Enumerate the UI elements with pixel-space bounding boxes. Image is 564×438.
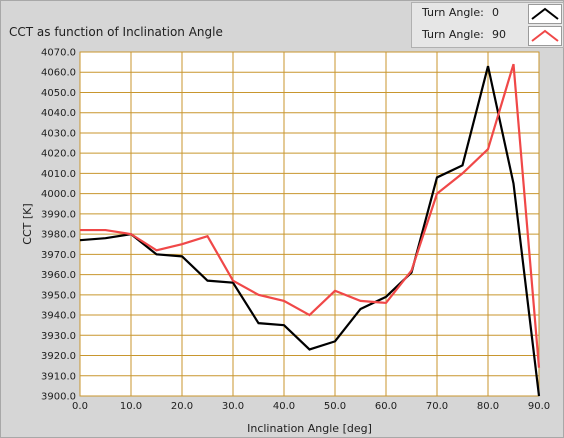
series-line-1 [80,63,541,368]
legend: Turn Angle: 0 Turn Angle: 90 [411,2,564,48]
tick-labels: 0.0 10.0 20.0 30.0 40.0 50.0 60.0 70.0 80.0 90.0 3… [41,48,550,413]
series-line-0 [79,65,541,397]
y-tick-label: 4020.0 [41,149,76,160]
legend-swatch-1[interactable] [528,26,562,46]
y-tick-label: 4060.0 [41,68,76,79]
y-tick-label: 3940.0 [41,311,76,322]
y-tick-label: 3950.0 [41,290,76,301]
legend-row-0[interactable]: Turn Angle: 0 [412,3,563,25]
y-tick-label: 3980.0 [41,230,76,241]
x-tick-label: 60.0 [375,401,397,412]
y-tick-label: 3990.0 [41,209,76,220]
legend-value: 90 [492,28,506,41]
x-tick-label: 90.0 [528,401,550,412]
y-tick-label: 4050.0 [41,88,76,99]
y-tick-label: 3960.0 [41,270,76,281]
legend-swatch-0[interactable] [528,4,562,24]
plot-background [79,51,540,397]
x-tick-label: 50.0 [324,401,346,412]
line-sample-icon [531,7,559,20]
y-tick-label: 4010.0 [41,169,76,180]
x-tick-label: 0.0 [72,401,88,412]
x-tick-label: 10.0 [120,401,142,412]
line-sample-icon [531,29,559,42]
x-tick-label: 40.0 [273,401,295,412]
legend-value: 0 [492,6,499,19]
y-tick-label: 3910.0 [41,371,76,382]
x-tick-label: 80.0 [477,401,499,412]
x-axis-label: Inclination Angle [deg] [247,422,372,435]
y-tick-label: 3970.0 [41,250,76,261]
x-tick-label: 70.0 [426,401,448,412]
x-tick-label: 20.0 [171,401,193,412]
chart-title: CCT as function of Inclination Angle [9,25,223,39]
y-tick-label: 4070.0 [41,48,76,59]
legend-label: Turn Angle: [422,28,484,41]
y-tick-label: 4040.0 [41,108,76,119]
y-tick-label: 3930.0 [41,331,76,342]
y-axis-label: CCT [K] [21,203,34,244]
legend-label: Turn Angle: [422,6,484,19]
y-tick-label: 4030.0 [41,128,76,139]
legend-row-1[interactable]: Turn Angle: 90 [412,25,563,47]
y-tick-label: 3920.0 [41,351,76,362]
y-tick-label: 3900.0 [41,392,76,403]
y-tick-label: 4000.0 [41,189,76,200]
series-lines [79,63,541,397]
x-tick-label: 30.0 [222,401,244,412]
